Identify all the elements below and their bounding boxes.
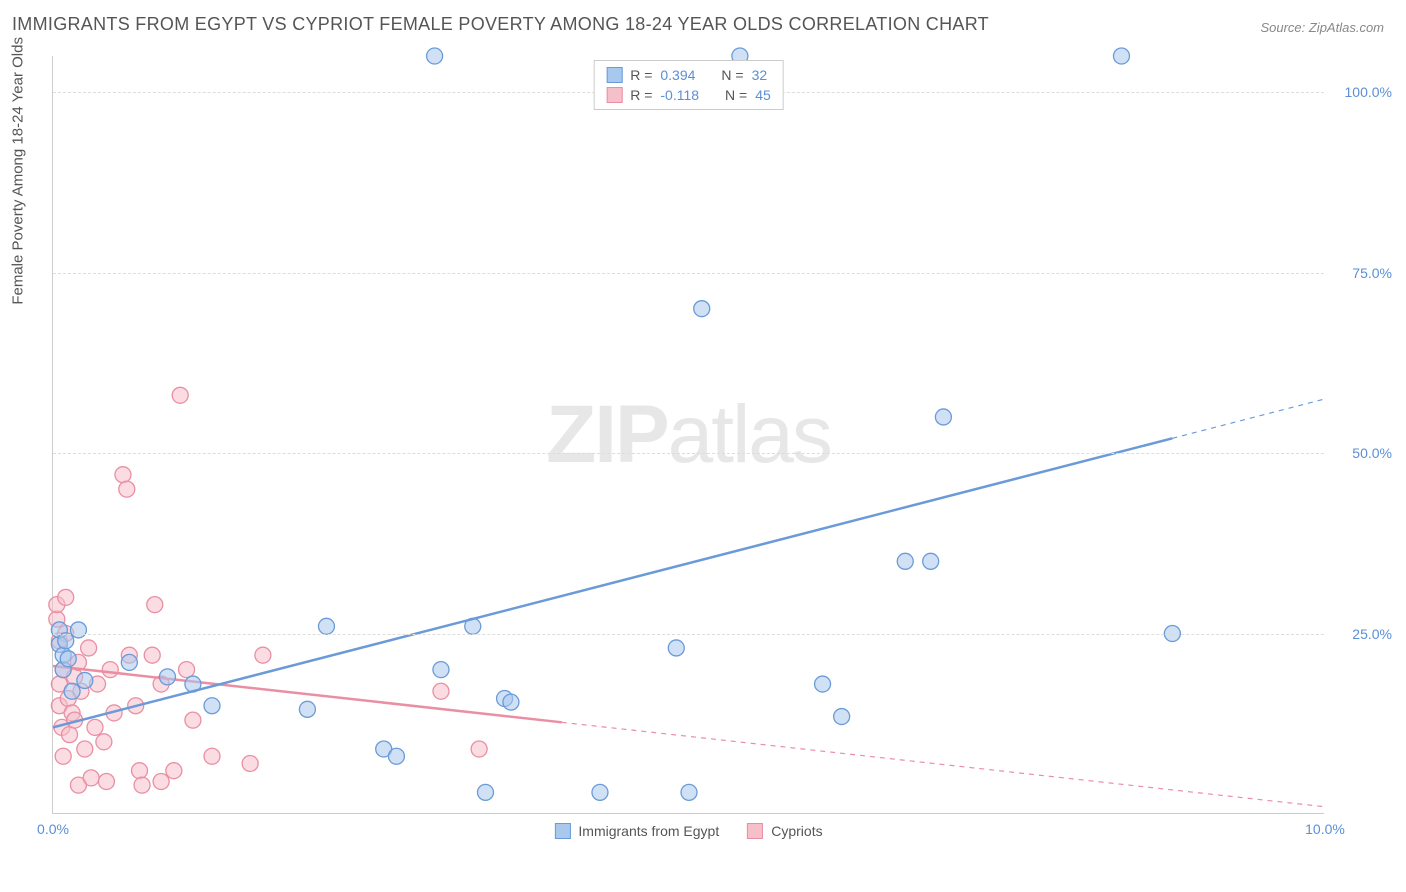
- y-tick-label: 100.0%: [1345, 84, 1392, 100]
- point-cypriots: [172, 387, 188, 403]
- point-cypriots: [255, 647, 271, 663]
- point-cypriots: [242, 755, 258, 771]
- point-egypt: [815, 676, 831, 692]
- point-egypt: [388, 748, 404, 764]
- point-cypriots: [153, 774, 169, 790]
- legend-item: Cypriots: [747, 823, 822, 839]
- y-tick-label: 75.0%: [1352, 265, 1392, 281]
- point-cypriots: [119, 481, 135, 497]
- point-cypriots: [147, 597, 163, 613]
- point-egypt: [427, 48, 443, 64]
- point-cypriots: [96, 734, 112, 750]
- point-egypt: [64, 683, 80, 699]
- legend-swatch-icon: [606, 67, 622, 83]
- point-cypriots: [102, 662, 118, 678]
- point-cypriots: [131, 763, 147, 779]
- legend-stats-row: R = -0.118 N = 45: [606, 85, 771, 105]
- point-cypriots: [204, 748, 220, 764]
- point-egypt: [592, 784, 608, 800]
- point-cypriots: [471, 741, 487, 757]
- point-egypt: [694, 301, 710, 317]
- point-cypriots: [144, 647, 160, 663]
- legend-r-value: 0.394: [660, 67, 695, 83]
- point-egypt: [897, 553, 913, 569]
- gridline: [53, 453, 1324, 454]
- point-egypt: [58, 633, 74, 649]
- point-cypriots: [179, 662, 195, 678]
- point-cypriots: [166, 763, 182, 779]
- legend-r-value: -0.118: [660, 87, 699, 103]
- legend-series-label: Cypriots: [771, 823, 822, 839]
- trend-dash-egypt: [1172, 399, 1325, 438]
- chart-svg: [53, 56, 1324, 813]
- point-cypriots: [185, 712, 201, 728]
- point-egypt: [923, 553, 939, 569]
- x-tick-label: 10.0%: [1305, 821, 1345, 837]
- point-cypriots: [81, 640, 97, 656]
- y-tick-label: 50.0%: [1352, 445, 1392, 461]
- point-cypriots: [58, 589, 74, 605]
- point-egypt: [60, 651, 76, 667]
- point-egypt: [433, 662, 449, 678]
- legend-item: Immigrants from Egypt: [554, 823, 719, 839]
- legend-swatch-icon: [554, 823, 570, 839]
- point-egypt: [834, 709, 850, 725]
- y-axis-title: Female Poverty Among 18-24 Year Olds: [10, 37, 27, 305]
- point-egypt: [121, 654, 137, 670]
- legend-series-label: Immigrants from Egypt: [578, 823, 719, 839]
- trend-egypt: [53, 438, 1172, 727]
- point-egypt: [477, 784, 493, 800]
- point-cypriots: [83, 770, 99, 786]
- legend-n-label: N =: [725, 87, 747, 103]
- y-tick-label: 25.0%: [1352, 626, 1392, 642]
- point-egypt: [668, 640, 684, 656]
- point-egypt: [159, 669, 175, 685]
- point-egypt: [77, 672, 93, 688]
- point-cypriots: [98, 774, 114, 790]
- point-egypt: [299, 701, 315, 717]
- legend-stats: R = 0.394 N = 32 R = -0.118 N = 45: [593, 60, 784, 110]
- point-cypriots: [134, 777, 150, 793]
- point-cypriots: [62, 727, 78, 743]
- point-cypriots: [87, 719, 103, 735]
- legend-n-value: 32: [752, 67, 768, 83]
- point-egypt: [1113, 48, 1129, 64]
- point-cypriots: [55, 748, 71, 764]
- legend-bottom: Immigrants from Egypt Cypriots: [554, 823, 822, 839]
- point-cypriots: [433, 683, 449, 699]
- legend-swatch-icon: [606, 87, 622, 103]
- point-cypriots: [115, 467, 131, 483]
- legend-r-label: R =: [630, 87, 652, 103]
- gridline: [53, 273, 1324, 274]
- chart-title: IMMIGRANTS FROM EGYPT VS CYPRIOT FEMALE …: [12, 14, 989, 35]
- legend-r-label: R =: [630, 67, 652, 83]
- trend-dash-cypriots: [562, 722, 1325, 806]
- point-cypriots: [77, 741, 93, 757]
- point-egypt: [204, 698, 220, 714]
- plot-area: ZIPatlas R =0.394N =32R =-0.118N =45 Imm…: [52, 56, 1324, 814]
- point-egypt: [935, 409, 951, 425]
- point-egypt: [503, 694, 519, 710]
- legend-n-value: 45: [755, 87, 771, 103]
- x-tick-label: 0.0%: [37, 821, 69, 837]
- legend-n-label: N =: [721, 67, 743, 83]
- point-egypt: [70, 622, 86, 638]
- legend-stats-row: R = 0.394 N = 32: [606, 65, 771, 85]
- legend-swatch-icon: [747, 823, 763, 839]
- point-egypt: [318, 618, 334, 634]
- point-egypt: [681, 784, 697, 800]
- gridline: [53, 634, 1324, 635]
- source-attribution: Source: ZipAtlas.com: [1260, 20, 1384, 35]
